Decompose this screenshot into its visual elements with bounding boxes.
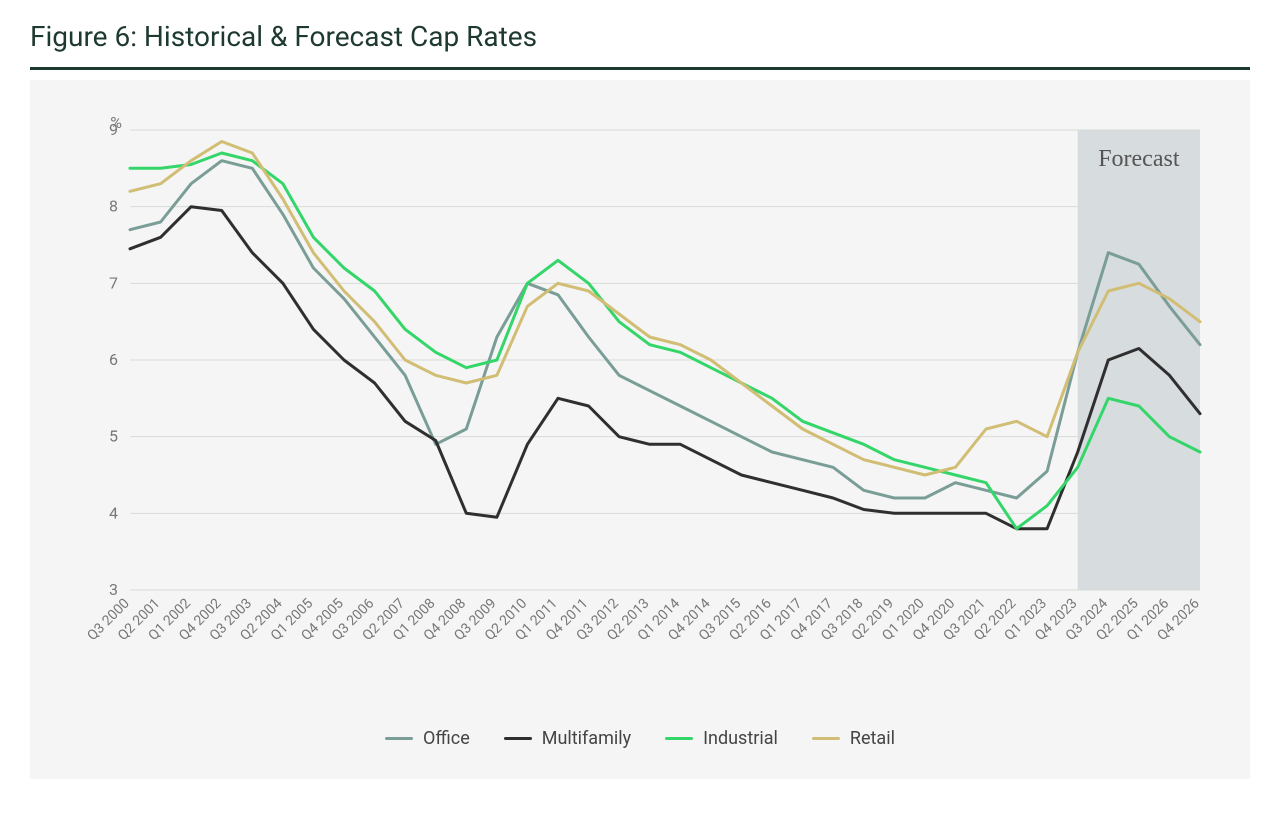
y-tick-label: 4 [109,503,118,522]
line-chart: 3456789%Q3 2000Q2 2001Q1 2002Q4 2002Q3 2… [60,110,1220,700]
y-tick-label: 3 [109,580,118,599]
legend-item-multifamily: Multifamily [504,728,631,749]
forecast-label: Forecast [1098,146,1180,172]
legend-item-retail: Retail [812,728,895,749]
series-retail [130,142,1200,476]
y-tick-label: 6 [109,350,118,369]
chart-title: Figure 6: Historical & Forecast Cap Rate… [30,20,1250,53]
y-tick-label: 5 [109,427,118,446]
legend-label: Office [423,728,470,749]
legend: Office Multifamily Industrial Retail [60,728,1220,749]
y-unit-label: % [110,113,122,132]
legend-label: Retail [850,728,895,749]
legend-item-industrial: Industrial [665,728,778,749]
legend-label: Multifamily [542,728,631,749]
series-multifamily [130,207,1200,529]
y-tick-label: 7 [109,273,118,292]
y-tick-label: 8 [109,197,118,216]
title-rule [30,67,1250,70]
legend-swatch [504,737,532,740]
legend-swatch [665,737,693,740]
legend-swatch [812,737,840,740]
legend-item-office: Office [385,728,470,749]
legend-label: Industrial [703,728,778,749]
legend-swatch [385,737,413,740]
chart-panel: 3456789%Q3 2000Q2 2001Q1 2002Q4 2002Q3 2… [30,80,1250,779]
